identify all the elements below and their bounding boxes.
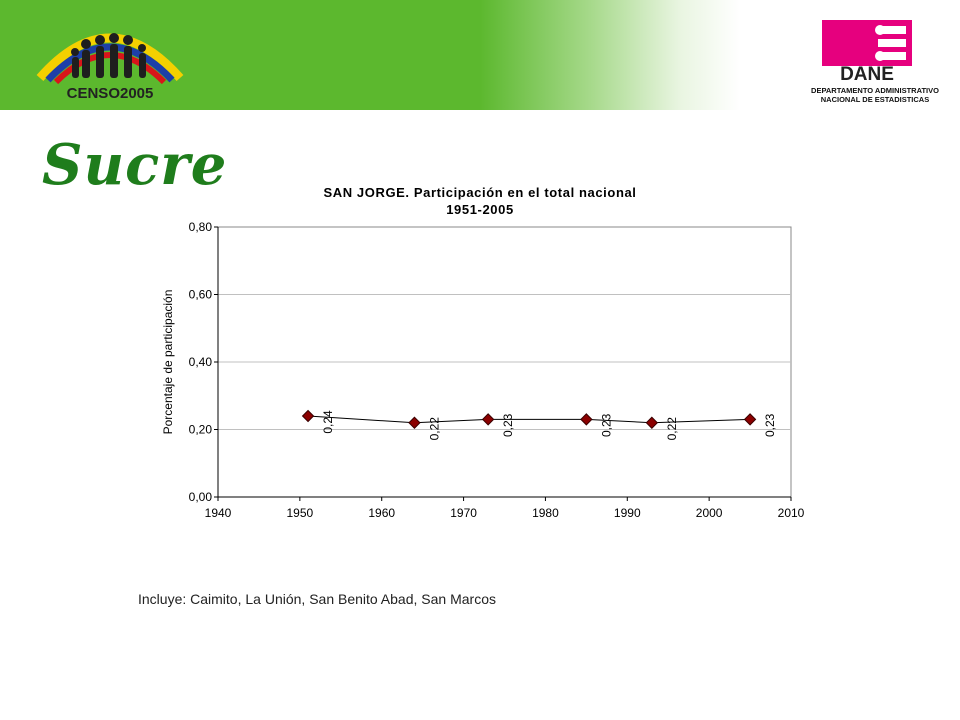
- censo-logo: CENSO2005: [36, 33, 184, 102]
- x-tick-label: 1960: [368, 506, 395, 520]
- x-tick-label: 1950: [287, 506, 314, 520]
- chart-title: SAN JORGE. Participación en el total nac…: [150, 184, 810, 218]
- data-label: 0,23: [599, 413, 613, 437]
- data-label: 0,24: [321, 410, 335, 434]
- data-label: 0,22: [427, 417, 441, 441]
- y-tick-label: 0,00: [189, 490, 213, 504]
- data-point: [481, 413, 495, 426]
- footnote: Incluye: Caimito, La Unión, San Benito A…: [138, 591, 496, 607]
- chart-title-line2: 1951-2005: [446, 202, 514, 217]
- data-point: [743, 413, 757, 426]
- y-tick-label: 0,40: [189, 355, 213, 369]
- x-tick-label: 1990: [614, 506, 641, 520]
- dane-caption-line2: NACIONAL DE ESTADISTICAS: [820, 95, 930, 104]
- dane-logo-text: DANE: [840, 64, 894, 85]
- censo-logo-text: CENSO2005: [67, 85, 154, 102]
- x-tick-label: 1980: [532, 506, 559, 520]
- series-line: [308, 415, 751, 424]
- data-point: [408, 416, 421, 429]
- data-label: 0,23: [763, 413, 777, 437]
- data-point: [301, 409, 315, 423]
- dane-caption-line1: DEPARTAMENTO ADMINISTRATIVO: [811, 86, 939, 95]
- y-tick-label: 0,80: [189, 220, 213, 234]
- data-point: [645, 416, 659, 429]
- chart-title-line1: SAN JORGE. Participación en el total nac…: [323, 185, 637, 200]
- x-tick-label: 1970: [450, 506, 477, 520]
- x-tick-label: 2010: [778, 506, 805, 520]
- page-title: Sucre: [42, 132, 228, 198]
- data-label: 0,23: [501, 413, 515, 437]
- dane-caption: DEPARTAMENTO ADMINISTRATIVO NACIONAL DE …: [795, 86, 955, 104]
- x-tick-label: 2000: [696, 506, 723, 520]
- y-tick-label: 0,20: [189, 423, 213, 437]
- data-label: 0,22: [665, 417, 679, 441]
- y-axis-title: Porcentaje de participación: [161, 290, 175, 435]
- line-chart: 0,00 0,20 0,40 0,60 0,80 1940 1950 1960 1970 1980…: [161, 220, 805, 520]
- y-tick-label: 0,60: [189, 288, 213, 302]
- data-point: [580, 413, 593, 426]
- x-tick-label: 1940: [205, 506, 232, 520]
- dane-logo: DANE: [822, 20, 912, 85]
